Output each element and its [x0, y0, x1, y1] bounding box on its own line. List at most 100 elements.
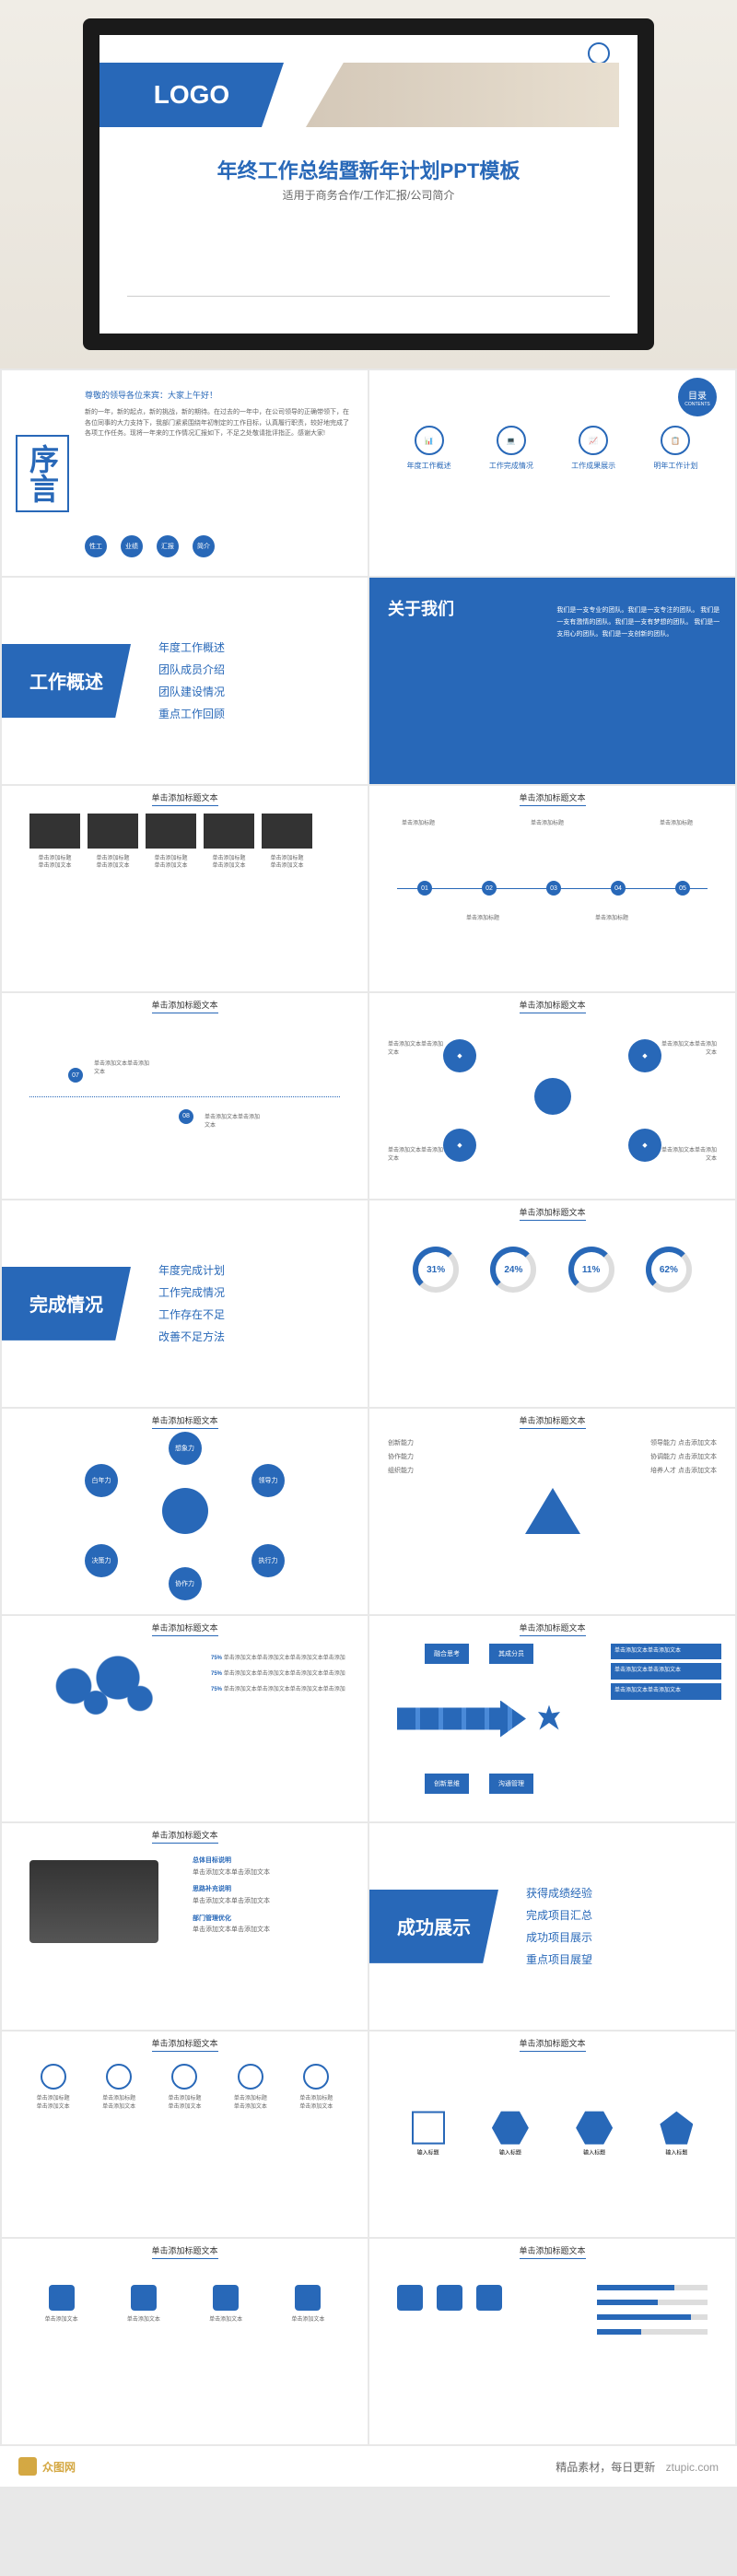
list-item: 团队成员介绍: [158, 659, 225, 681]
slide-preface[interactable]: 序言 尊敬的领导各位来宾：大家上午好！ 新的一年，新的起点，新的挑战，新的期待。…: [2, 370, 368, 576]
item: 领导能力 点击添加文本: [650, 1436, 717, 1450]
slide-title: 单击添加标题文本: [151, 791, 217, 806]
slide-shapes[interactable]: 单击添加标题文本 输入标题 输入标题 输入标题 输入标题: [369, 2032, 735, 2237]
shape-label: 输入标题: [660, 2149, 693, 2157]
radial-node: 领导力: [252, 1464, 285, 1497]
tl-node: 04: [611, 881, 626, 896]
square-icon: [213, 2285, 239, 2311]
label: 单击添加标题单击添加文本: [88, 855, 138, 871]
slide-toc[interactable]: 目录 CONTENTS 📊年度工作概述 💻工作完成情况 📈工作成果展示 📋明年工…: [369, 370, 735, 576]
slide-team[interactable]: 单击添加标题文本 单击添加标题单击添加文本 单击添加标题单击添加文本 单击添加标…: [2, 786, 368, 991]
icon-item: 单击添加标题单击添加文本: [288, 2064, 344, 2110]
tl-node: 07: [68, 1068, 83, 1083]
toc-item: 📈工作成果展示: [571, 426, 615, 471]
donut-chart: 31%: [413, 1247, 459, 1293]
tl-node: 02: [482, 881, 497, 896]
icon-item: 单击添加文本: [34, 2285, 89, 2323]
logo-band: LOGO: [99, 63, 284, 127]
slide-radial[interactable]: 单击添加标题文本 想象力 白年力 领导力 决策力 执行力 协作力: [2, 1409, 368, 1614]
node: ◆: [443, 1039, 476, 1072]
hero-photo: [306, 63, 619, 127]
preface-badges: 性工 业绩 汇报 简介: [85, 535, 215, 557]
slide-donuts[interactable]: 单击添加标题文本 31% 24% 11% 62%: [369, 1200, 735, 1406]
goals-list: 总体目标说明 单击添加文本单击添加文本 思路补充说明 单击添加文本单击添加文本 …: [193, 1856, 349, 1937]
slide-icons-5[interactable]: 单击添加标题文本 单击添加标题单击添加文本 单击添加标题单击添加文本 单击添加标…: [2, 2032, 368, 2237]
square-icon: [131, 2285, 157, 2311]
tl-text: 单击添加文本单击添加文本: [205, 1112, 260, 1129]
list-item: 获得成绩经验: [526, 1882, 592, 1904]
icon-item: 单击添加文本: [198, 2285, 253, 2323]
photo: [204, 814, 254, 849]
square-icon: [476, 2285, 502, 2311]
label: 单击添加标题单击添加文本: [146, 855, 196, 871]
toc-item: 📋明年工作计划: [653, 426, 697, 471]
slide-title: 单击添加标题文本: [151, 2244, 217, 2259]
prog-icons: [397, 2285, 502, 2314]
slide-flow[interactable]: 单击添加标题文本 融合思考 其成分员 创新思维 沟通管理 单击添加文本单击添加文…: [369, 1616, 735, 1821]
team-photos: [29, 814, 312, 849]
badge: 性工: [85, 535, 107, 557]
section-list: 获得成绩经验 完成项目汇总 成功项目展示 重点项目展望: [526, 1882, 592, 1971]
hexagon-icon: [576, 2112, 613, 2145]
slide-section-1[interactable]: 工作概述 年度工作概述 团队成员介绍 团队建设情况 重点工作回顾: [2, 578, 368, 783]
slide-title: 单击添加标题文本: [151, 1829, 217, 1844]
arrow-icon: [397, 1701, 526, 1738]
preface-body: 新的一年，新的起点，新的挑战，新的期待。在过去的一年中，在公司领导的正确带领下，…: [85, 407, 354, 439]
badge: 业绩: [121, 535, 143, 557]
toc-items: 📊年度工作概述 💻工作完成情况 📈工作成果展示 📋明年工作计划: [369, 426, 735, 471]
node-label: 单击添加文本单击添加文本: [661, 1039, 717, 1056]
right-list: 领导能力 点击添加文本 协调能力 点击添加文本 培养人才 点击添加文本: [650, 1436, 717, 1479]
slide-title: 单击添加标题文本: [519, 1622, 585, 1636]
shape-label: 输入标题: [576, 2149, 613, 2157]
pentagon-icon: [660, 2112, 693, 2145]
square-icon: [437, 2285, 462, 2311]
slide-title: 单击添加标题文本: [151, 2037, 217, 2052]
node: ◆: [628, 1129, 661, 1162]
label: 单击添加标题单击添加文本: [29, 855, 80, 871]
toc-badge: 目录 CONTENTS: [678, 378, 717, 416]
slide-timeline-2[interactable]: 单击添加标题文本 07 08 单击添加文本单击添加文本 单击添加文本单击添加文本: [2, 993, 368, 1199]
icon-item: 单击添加文本: [280, 2285, 335, 2323]
flow-box: 沟通管理: [489, 1774, 533, 1794]
circle-icon: [106, 2064, 132, 2090]
photo: [29, 814, 80, 849]
slide-timeline-1[interactable]: 单击添加标题文本 01 02 03 04 05 单击添加标题 单击添加标题 单击…: [369, 786, 735, 991]
slide-title: 单击添加标题文本: [519, 999, 585, 1013]
goal: 思路补充说明: [193, 1884, 349, 1896]
toc-item: 💻工作完成情况: [489, 426, 533, 471]
about-text: 我们是一支专业的团队。我们是一支专注的团队。 我们是一支有激情的团队。我们是一支…: [556, 605, 721, 640]
tl-node: 05: [675, 881, 690, 896]
slide-goals[interactable]: 单击添加标题文本 总体目标说明 单击添加文本单击添加文本 思路补充说明 单击添加…: [2, 1823, 368, 2029]
square-icon: [397, 2285, 423, 2311]
shape-label: 输入标题: [412, 2149, 445, 2157]
trophy-icon: 📈: [579, 426, 608, 455]
slide-progress[interactable]: 单击添加标题文本: [369, 2239, 735, 2444]
list-item: 团队建设情况: [158, 681, 225, 703]
goal: 总体目标说明: [193, 1856, 349, 1868]
section-title: 完成情况: [2, 1267, 131, 1341]
item: 协作能力: [388, 1450, 414, 1464]
divider: [127, 296, 610, 297]
brand-name: 众图网: [42, 2459, 76, 2475]
about-band: 关于我们: [369, 578, 534, 783]
slide-title: 单击添加标题文本: [151, 1414, 217, 1429]
hero-title: 年终工作总结暨新年计划PPT模板: [99, 155, 638, 184]
slide-section-2[interactable]: 完成情况 年度完成计划 工作完成情况 工作存在不足 改善不足方法: [2, 1200, 368, 1406]
flow-notes: 单击添加文本单击添加文本 单击添加文本单击添加文本 单击添加文本单击添加文本: [611, 1644, 721, 1700]
slide-map[interactable]: 单击添加标题文本 75% 单击添加文本单击添加文本单击添加文本单击添加 75% …: [2, 1616, 368, 1821]
progress-bars: [597, 2285, 708, 2344]
slide-tri-compare[interactable]: 单击添加标题文本 创新能力 协作能力 组织能力 领导能力 点击添加文本 协调能力…: [369, 1409, 735, 1614]
item: 协调能力 点击添加文本: [650, 1450, 717, 1464]
icon-item: 单击添加标题单击添加文本: [223, 2064, 278, 2110]
radial-node: 白年力: [85, 1464, 118, 1497]
slide-icons-4[interactable]: 单击添加标题文本 单击添加文本 单击添加文本 单击添加文本 单击添加文本: [2, 2239, 368, 2444]
circle-icon: [303, 2064, 329, 2090]
slide-section-3[interactable]: 成功展示 获得成绩经验 完成项目汇总 成功项目展示 重点项目展望: [369, 1823, 735, 2029]
hexagon-icon: [492, 2112, 529, 2145]
check-icon: 💻: [497, 426, 526, 455]
slide-about[interactable]: 关于我们 我们是一支专业的团队。我们是一支专注的团队。 我们是一支有激情的团队。…: [369, 578, 735, 783]
goal: 部门管理优化: [193, 1914, 349, 1926]
left-list: 创新能力 协作能力 组织能力: [388, 1436, 414, 1479]
slide-diagram-hub[interactable]: 单击添加标题文本 ◆ ◆ ◆ ◆ 单击添加文本单击添加文本 单击添加文本单击添加…: [369, 993, 735, 1199]
toc-title: 目录: [688, 388, 707, 402]
